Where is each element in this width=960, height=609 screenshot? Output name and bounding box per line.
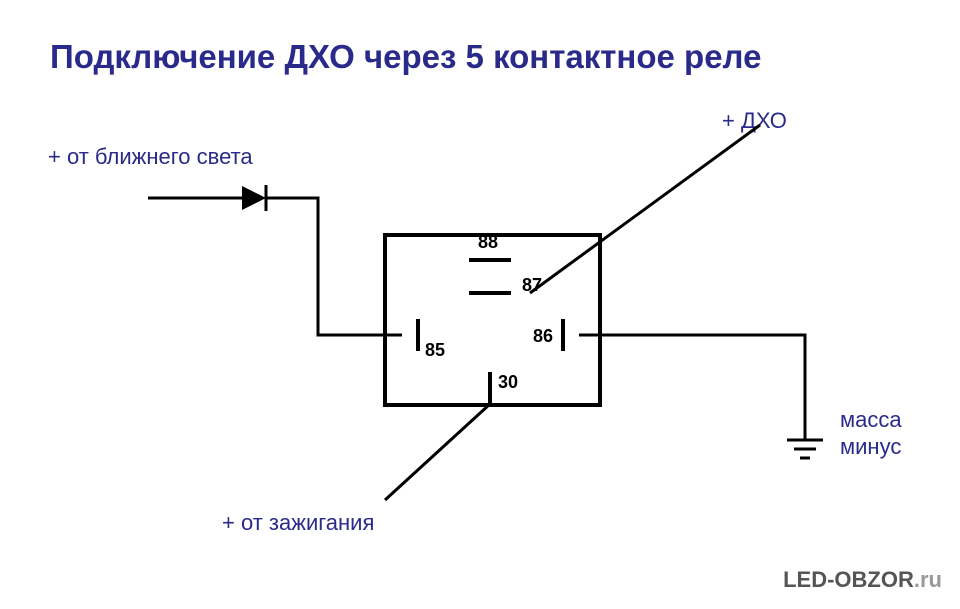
wire-drl-to-87 xyxy=(530,125,760,293)
wire-86-to-ground xyxy=(579,335,805,440)
circuit-diagram xyxy=(0,0,960,609)
wire-30-to-ignition xyxy=(385,404,490,500)
diode-icon xyxy=(225,185,280,211)
ground-icon xyxy=(787,440,823,458)
